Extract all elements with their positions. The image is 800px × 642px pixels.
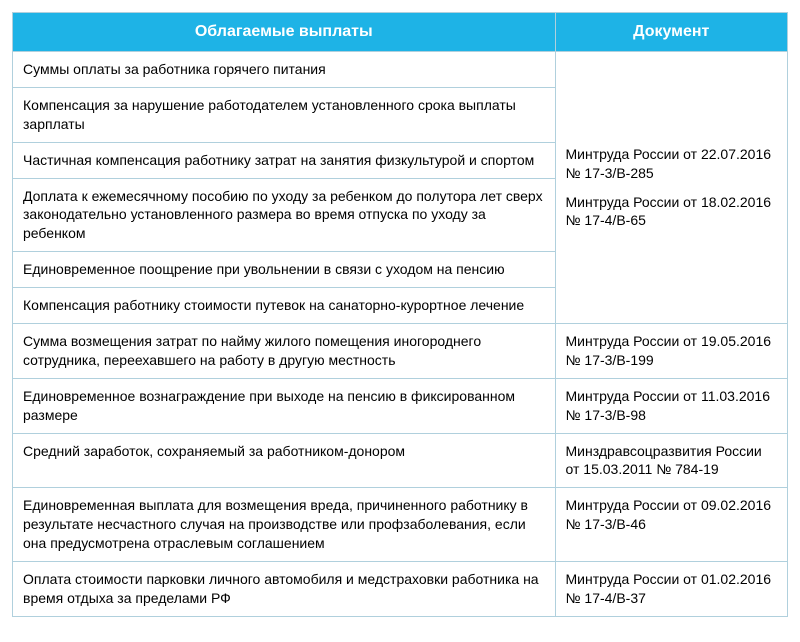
doc-item: Минтруда России от 22.07.2016 № 17-3/В-2… bbox=[566, 145, 778, 183]
table-row: Средний заработок, сохраняемый за работн… bbox=[13, 433, 788, 488]
table-row: Единовременное вознаграждение при выходе… bbox=[13, 378, 788, 433]
table-header-row: Облагаемые выплаты Документ bbox=[13, 13, 788, 52]
payment-cell: Единовременное поощрение при увольнении … bbox=[13, 252, 556, 288]
payment-cell: Компенсация работнику стоимости путевок … bbox=[13, 288, 556, 324]
document-cell: Минтруда России от 01.02.2016 № 17-4/В-3… bbox=[555, 562, 788, 617]
payment-cell: Суммы оплаты за работника горячего питан… bbox=[13, 52, 556, 88]
table-row: Единовременная выплата для возмещения вр… bbox=[13, 488, 788, 562]
payment-cell: Частичная компенсация работнику затрат н… bbox=[13, 142, 556, 178]
payment-cell: Единовременное вознаграждение при выходе… bbox=[13, 378, 556, 433]
table-row: Сумма возмещения затрат по найму жилого … bbox=[13, 324, 788, 379]
document-cell: Минздравсоцразвития России от 15.03.2011… bbox=[555, 433, 788, 488]
payment-cell: Компенсация за нарушение работодателем у… bbox=[13, 87, 556, 142]
payment-cell: Единовременная выплата для возмещения вр… bbox=[13, 488, 556, 562]
document-cell: Минтруда России от 09.02.2016 № 17-3/В-4… bbox=[555, 488, 788, 562]
document-cell: Минтруда России от 19.05.2016 № 17-3/В-1… bbox=[555, 324, 788, 379]
payment-cell: Доплата к ежемесячному пособию по уходу … bbox=[13, 178, 556, 252]
payment-cell: Оплата стоимости парковки личного автомо… bbox=[13, 562, 556, 617]
table-row: Оплата стоимости парковки личного автомо… bbox=[13, 562, 788, 617]
payments-table: Облагаемые выплаты Документ Суммы оплаты… bbox=[12, 12, 788, 617]
document-cell: Минтруда России от 11.03.2016 № 17-3/В-9… bbox=[555, 378, 788, 433]
table-row: Суммы оплаты за работника горячего питан… bbox=[13, 52, 788, 88]
payment-cell: Средний заработок, сохраняемый за работн… bbox=[13, 433, 556, 488]
doc-item: Минтруда России от 18.02.2016 № 17-4/В-6… bbox=[566, 193, 778, 231]
header-payments: Облагаемые выплаты bbox=[13, 13, 556, 52]
header-document: Документ bbox=[555, 13, 788, 52]
document-cell-merged: Минтруда России от 22.07.2016 № 17-3/В-2… bbox=[555, 52, 788, 324]
payment-cell: Сумма возмещения затрат по найму жилого … bbox=[13, 324, 556, 379]
